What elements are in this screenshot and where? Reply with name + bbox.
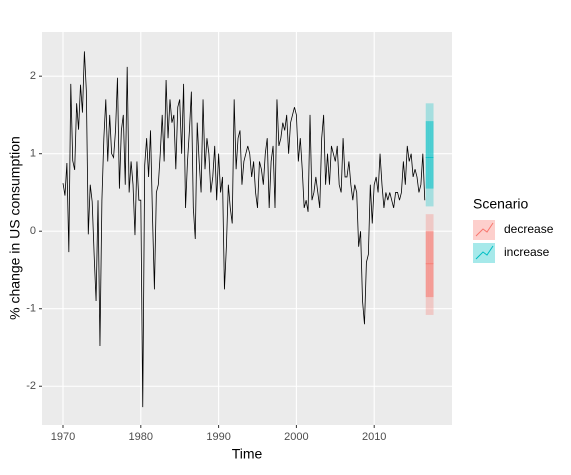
y-tick-label: 1 <box>30 148 36 160</box>
x-tick-label: 1970 <box>51 431 75 443</box>
interval-80 <box>425 121 428 189</box>
panel <box>42 32 452 425</box>
y-tick-label: -2 <box>26 380 36 392</box>
legend-key-line <box>475 222 494 237</box>
y-tick-label: 0 <box>30 225 36 237</box>
y-axis-title: % change in US consumption <box>7 136 23 320</box>
x-tick-label: 2000 <box>284 431 308 443</box>
x-tick-label: 1980 <box>129 431 153 443</box>
x-tick-label: 1990 <box>206 431 230 443</box>
x-tick-label: 2010 <box>362 431 386 443</box>
y-tick-label: 2 <box>30 70 36 82</box>
legend-key-line <box>475 245 494 260</box>
legend-label: increase <box>504 245 550 259</box>
legend-title: Scenario <box>473 196 528 212</box>
interval-80 <box>431 121 434 189</box>
interval-80 <box>427 121 430 189</box>
line <box>62 51 426 408</box>
interval-80 <box>429 121 432 189</box>
legend-label: decrease <box>504 222 554 236</box>
x-axis-title: Time <box>232 446 263 462</box>
y-tick-label: -1 <box>26 303 36 315</box>
